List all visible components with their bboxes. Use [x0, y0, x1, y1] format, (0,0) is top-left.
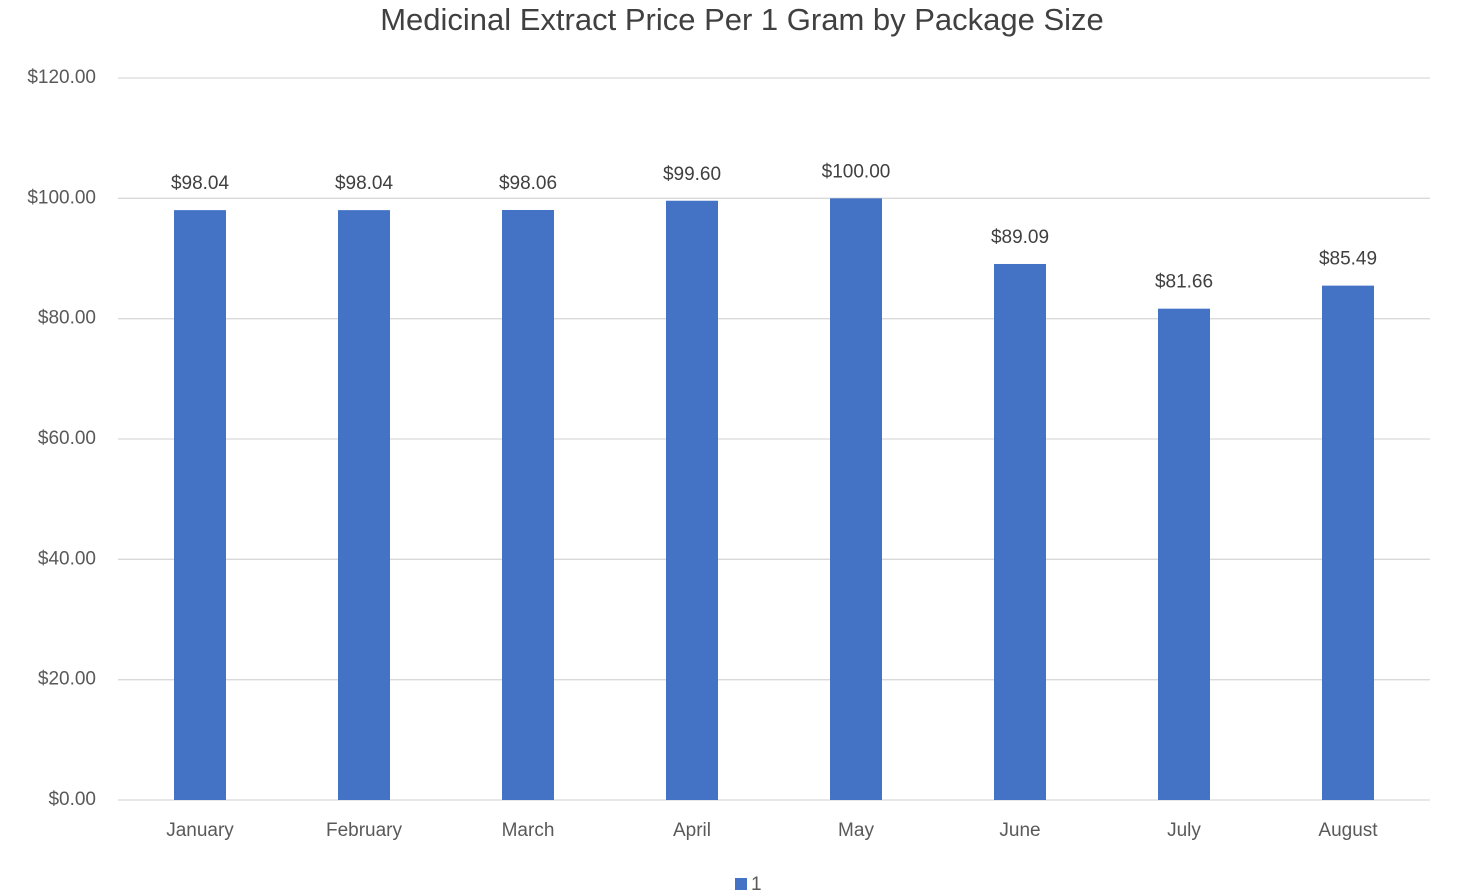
y-tick-label: $100.00: [27, 187, 96, 208]
bar: [338, 210, 390, 801]
data-label: $89.09: [991, 227, 1049, 248]
x-tick-label: March: [502, 820, 555, 841]
bar: [174, 210, 226, 801]
legend-label: 1: [751, 874, 762, 895]
y-tick-label: $80.00: [38, 308, 96, 329]
y-tick-label: $0.00: [48, 789, 96, 810]
y-tick-label: $60.00: [38, 428, 96, 449]
bar: [502, 210, 554, 800]
data-label: $98.04: [171, 173, 230, 194]
y-tick-label: $20.00: [38, 669, 96, 690]
data-label: $98.06: [499, 173, 557, 194]
x-tick-label: June: [999, 820, 1040, 841]
bar: [1322, 285, 1374, 801]
y-tick-label: $120.00: [27, 67, 96, 88]
x-tick-label: February: [326, 820, 403, 841]
bar: [994, 263, 1046, 800]
data-label: $98.04: [335, 173, 394, 194]
bar: [830, 198, 882, 801]
x-tick-label: July: [1167, 820, 1201, 841]
x-tick-label: May: [838, 820, 874, 841]
chart-title: Medicinal Extract Price Per 1 Gram by Pa…: [380, 2, 1104, 37]
data-label: $99.60: [663, 164, 721, 185]
y-tick-label: $40.00: [38, 548, 96, 569]
x-tick-label: August: [1318, 820, 1378, 841]
bar: [1158, 308, 1210, 800]
data-label: $100.00: [822, 161, 891, 182]
legend-swatch: [735, 878, 747, 890]
x-tick-label: January: [166, 820, 234, 841]
x-tick-label: April: [673, 820, 711, 841]
data-label: $85.49: [1319, 249, 1377, 270]
data-label: $81.66: [1155, 272, 1213, 293]
bar: [666, 200, 718, 801]
